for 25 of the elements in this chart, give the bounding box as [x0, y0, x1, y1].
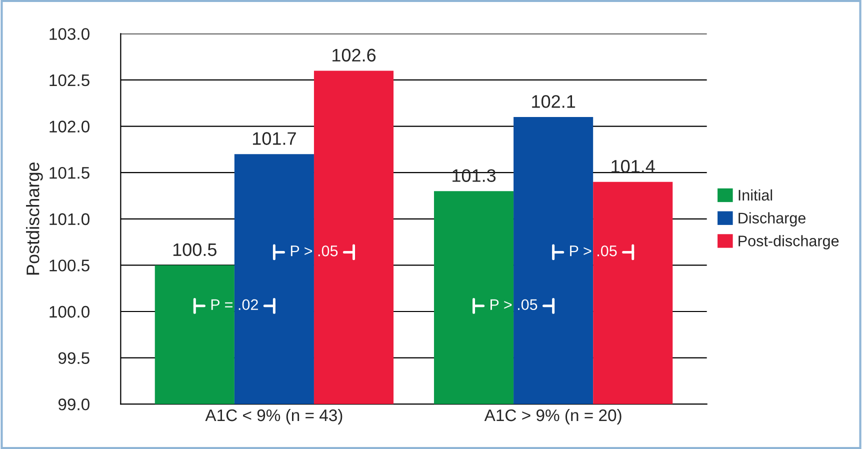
data-label: 101.3 [452, 169, 496, 182]
annotation: P > .05 [570, 246, 617, 256]
legend-label: Initial [738, 189, 772, 201]
y-tick-label: 101.0 [50, 213, 90, 226]
y-tick-label: 99.5 [58, 352, 90, 364]
annotation: P = .02 [211, 299, 258, 310]
y-tick-label: 103.0 [50, 28, 90, 40]
y-tick-label: 102.0 [50, 120, 90, 132]
y-tick-label: 99.0 [58, 398, 90, 410]
y-tick-label: 102.5 [50, 74, 90, 86]
y-tick-label: 101.5 [50, 166, 90, 179]
data-label: 101.7 [252, 132, 296, 145]
data-label: 102.6 [332, 48, 376, 62]
data-label: 101.4 [612, 160, 655, 173]
annotation: P > .05 [490, 299, 538, 310]
data-label: 100.5 [173, 243, 216, 256]
y-axis-title: Postdischarge [26, 162, 43, 275]
annotation: P > .05 [290, 246, 338, 256]
legend-label: Discharge [738, 212, 806, 227]
y-tick-label: 100.5 [50, 260, 90, 272]
x-tick-label: A1C < 9% (n = 43) [205, 408, 342, 424]
y-tick-label: 100.0 [50, 306, 90, 318]
data-label: 102.1 [532, 95, 576, 108]
legend-label: Post-discharge [738, 235, 839, 250]
x-tick-label: A1C > 9% (n = 20) [484, 408, 622, 424]
